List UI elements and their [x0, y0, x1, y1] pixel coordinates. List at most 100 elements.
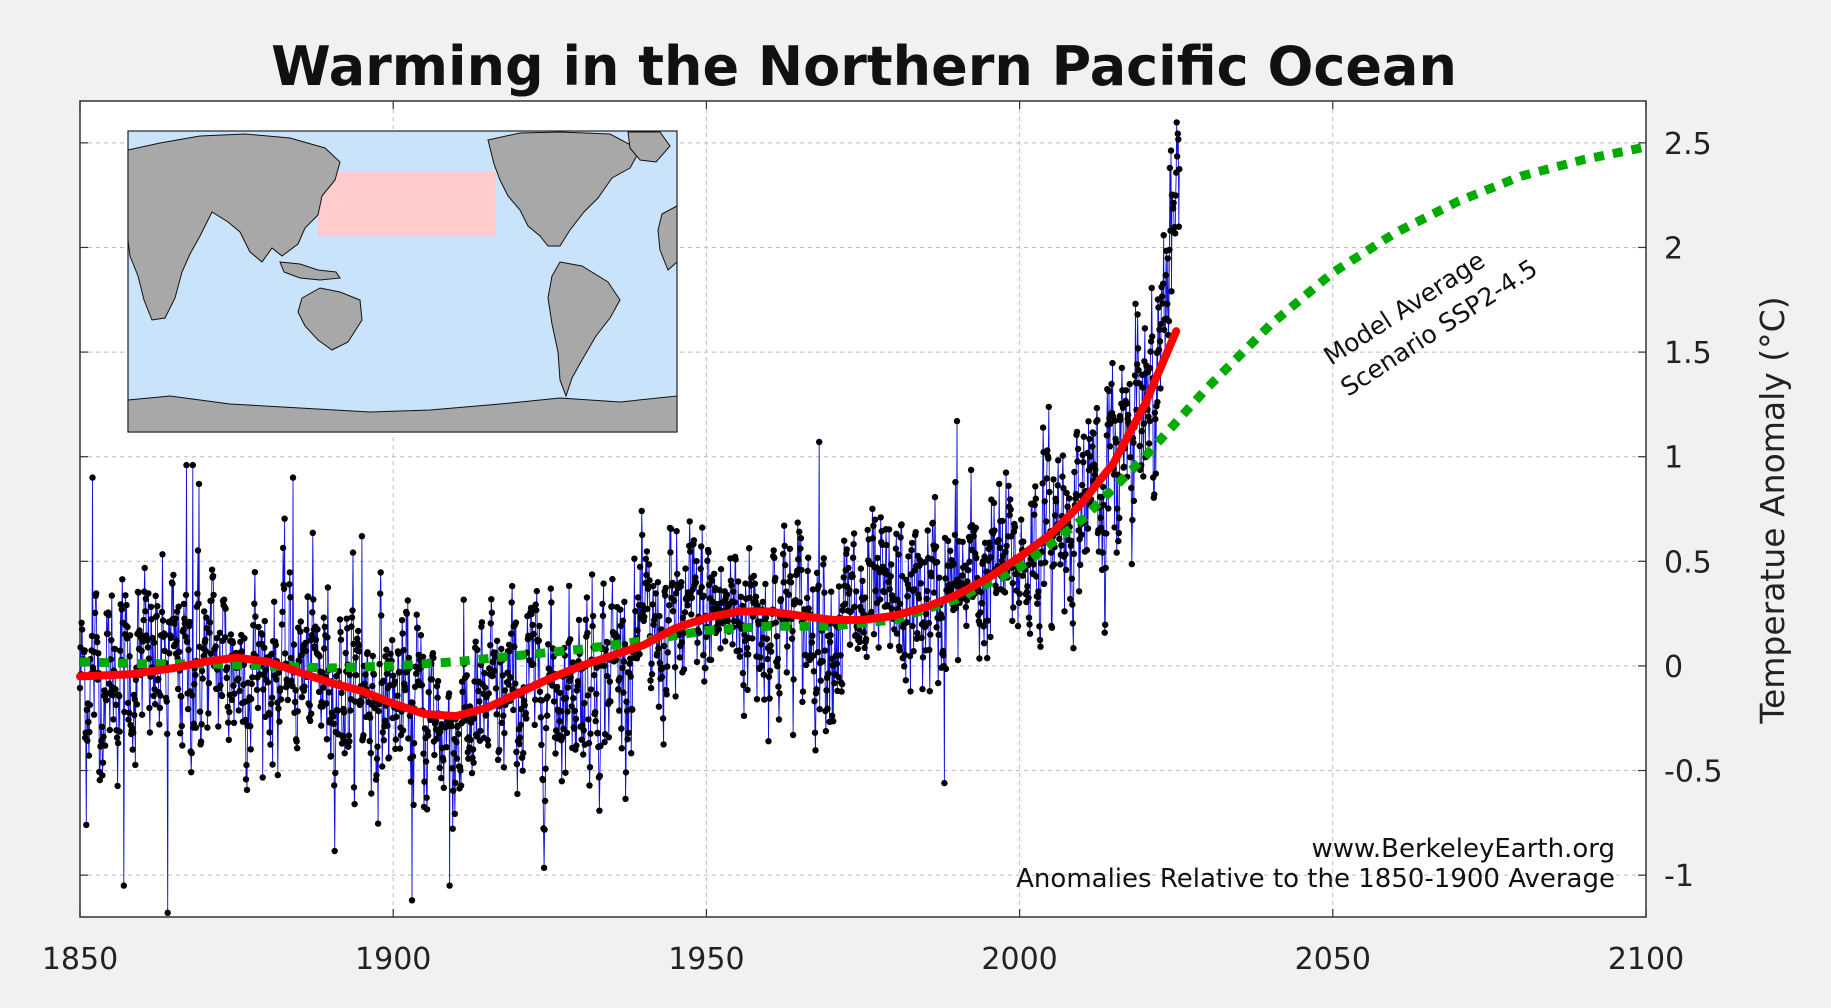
data-point [645, 583, 652, 590]
data-point [1157, 385, 1164, 392]
data-point [830, 718, 837, 725]
data-point [124, 699, 132, 707]
data-point [303, 626, 310, 633]
data-point [646, 577, 653, 584]
data-point [663, 691, 670, 698]
data-point [1068, 537, 1075, 545]
data-point [1138, 428, 1145, 435]
data-point [449, 765, 456, 772]
data-point [644, 605, 651, 613]
data-point [76, 684, 84, 692]
data-point [959, 538, 966, 546]
data-point [915, 595, 923, 602]
data-point [728, 582, 735, 589]
data-point [429, 650, 437, 657]
data-point [1128, 560, 1136, 568]
data-point [1134, 311, 1141, 318]
data-point [606, 678, 613, 685]
data-point [859, 577, 866, 585]
x-axis: 1850 1900 1950 2000 2050 2100 [42, 942, 1684, 977]
data-point [100, 733, 107, 740]
data-point [572, 715, 580, 722]
data-point [1041, 498, 1048, 505]
data-point [877, 514, 884, 521]
data-point [925, 619, 932, 627]
y-tick-label: 1.5 [1664, 336, 1712, 371]
data-point [887, 573, 894, 580]
data-point [851, 603, 858, 610]
data-point [1070, 550, 1078, 557]
data-point [914, 629, 921, 637]
data-point [763, 635, 771, 642]
data-point [475, 687, 482, 695]
data-point [119, 576, 126, 583]
data-point [896, 647, 903, 654]
data-point [785, 591, 793, 598]
data-point [223, 674, 230, 682]
data-point [952, 479, 959, 486]
data-point [1034, 593, 1042, 601]
data-point [286, 581, 293, 588]
data-point [338, 689, 345, 697]
data-point [622, 769, 630, 776]
data-point [629, 706, 636, 713]
data-point [681, 609, 689, 616]
data-point [374, 820, 382, 827]
data-point [535, 637, 542, 644]
data-point [1149, 333, 1156, 340]
data-point [643, 548, 651, 555]
data-point [892, 545, 900, 552]
data-point [773, 633, 781, 640]
data-point [507, 674, 514, 681]
data-point [482, 711, 490, 719]
data-point [1129, 516, 1136, 524]
data-point [886, 586, 893, 593]
data-point [906, 652, 914, 660]
grid [79, 101, 1647, 917]
data-point [623, 698, 630, 705]
data-point [636, 563, 644, 570]
data-point [737, 593, 745, 600]
data-point [798, 566, 805, 574]
data-point [425, 689, 432, 696]
data-point [959, 572, 966, 579]
data-point [862, 635, 870, 643]
data-point [797, 545, 804, 552]
x-tick-label: 2000 [981, 942, 1057, 977]
data-point [951, 531, 959, 539]
data-point [202, 636, 209, 643]
data-point [977, 588, 985, 596]
data-point [772, 574, 779, 582]
data-point [229, 639, 237, 647]
data-point [660, 642, 668, 650]
data-point [1067, 542, 1075, 549]
data-point [766, 695, 773, 702]
data-point [206, 629, 213, 636]
data-point [699, 524, 706, 531]
data-point [213, 634, 220, 642]
data-point [652, 590, 659, 597]
data-point [871, 516, 879, 523]
data-point [1071, 468, 1078, 476]
data-point [962, 603, 969, 611]
data-point [597, 742, 604, 750]
data-point [634, 594, 642, 601]
data-point [544, 712, 551, 719]
data-point [1127, 454, 1134, 461]
data-point [108, 592, 116, 599]
data-point [459, 688, 466, 695]
data-point [83, 821, 90, 829]
data-point [1083, 546, 1091, 554]
data-point [666, 602, 673, 609]
data-point [901, 663, 908, 670]
data-point [117, 601, 124, 608]
data-point [1062, 566, 1070, 574]
data-point [261, 644, 268, 651]
data-point [869, 535, 877, 542]
data-point [1126, 380, 1133, 388]
data-point [367, 714, 374, 721]
data-point [585, 739, 593, 747]
data-point [839, 607, 846, 614]
data-point [812, 747, 819, 754]
data-point [877, 596, 884, 603]
